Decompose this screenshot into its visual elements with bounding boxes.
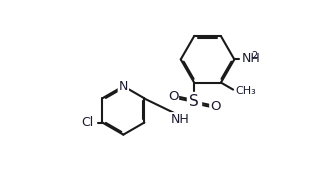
Text: O: O	[168, 90, 178, 103]
Text: S: S	[189, 94, 199, 109]
Text: N: N	[119, 80, 128, 93]
Text: 2: 2	[251, 51, 257, 61]
Text: NH: NH	[242, 52, 260, 65]
Text: CH₃: CH₃	[236, 86, 256, 96]
Text: NH: NH	[171, 113, 190, 126]
Text: Cl: Cl	[82, 116, 94, 129]
Text: O: O	[210, 100, 220, 113]
